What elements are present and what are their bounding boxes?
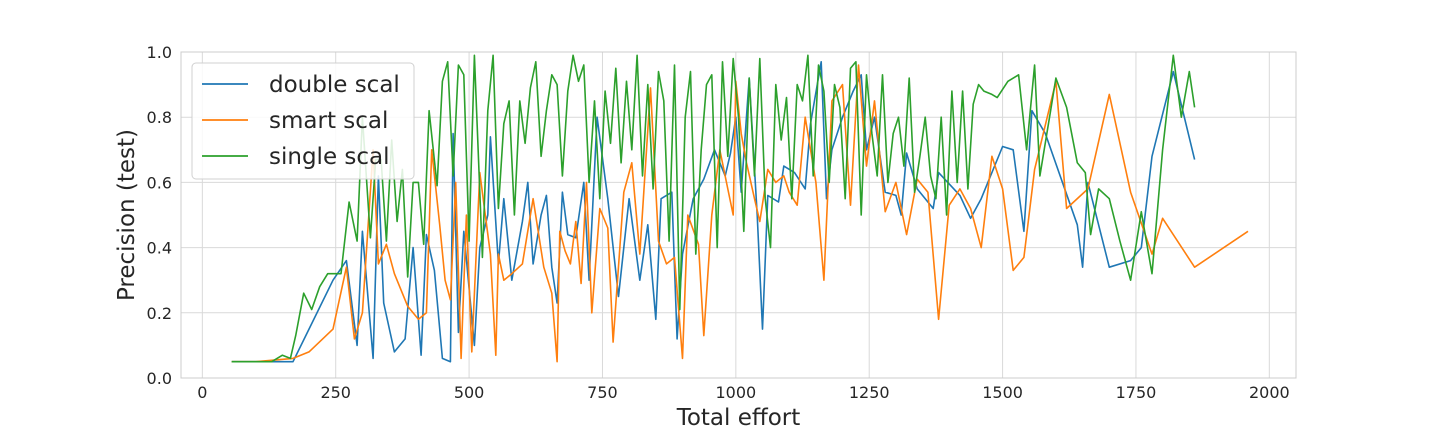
x-tick-labels: 0 250 500 750 1000 1250 1500 1750 2000: [197, 383, 1289, 402]
y-tick-label: 0.0: [147, 369, 172, 388]
x-tick-label: 1750: [1116, 383, 1157, 402]
y-tick-labels: 0.0 0.2 0.4 0.6 0.8 1.0: [147, 43, 172, 388]
legend-label: smart scal: [269, 108, 388, 134]
y-tick-label: 0.2: [147, 304, 172, 323]
x-tick-label: 1000: [715, 383, 756, 402]
y-tick-label: 0.8: [147, 108, 172, 127]
series-line-single-scal: [231, 54, 1196, 363]
y-axis-label: Precision (test): [114, 129, 140, 301]
plot-frame: [180, 51, 1297, 379]
legend-label: single scal: [269, 144, 390, 170]
y-tick-label: 0.4: [147, 239, 172, 258]
x-tick-label: 0: [197, 383, 207, 402]
x-tick-label: 1500: [982, 383, 1023, 402]
x-tick-label: 1250: [849, 383, 890, 402]
y-tick-label: 0.6: [147, 173, 172, 192]
y-tick-label: 1.0: [147, 43, 172, 62]
x-tick-label: 2000: [1249, 383, 1290, 402]
series-lines: [231, 54, 1249, 363]
series-line-smart-scal: [231, 64, 1249, 363]
legend-box: [191, 62, 415, 180]
x-axis-label: Total effort: [676, 405, 801, 431]
x-tick-label: 500: [454, 383, 485, 402]
legend: double scal smart scal single scal: [191, 62, 415, 180]
x-tick-label: 250: [320, 383, 351, 402]
legend-label: double scal: [269, 72, 400, 98]
x-tick-label: 750: [587, 383, 618, 402]
